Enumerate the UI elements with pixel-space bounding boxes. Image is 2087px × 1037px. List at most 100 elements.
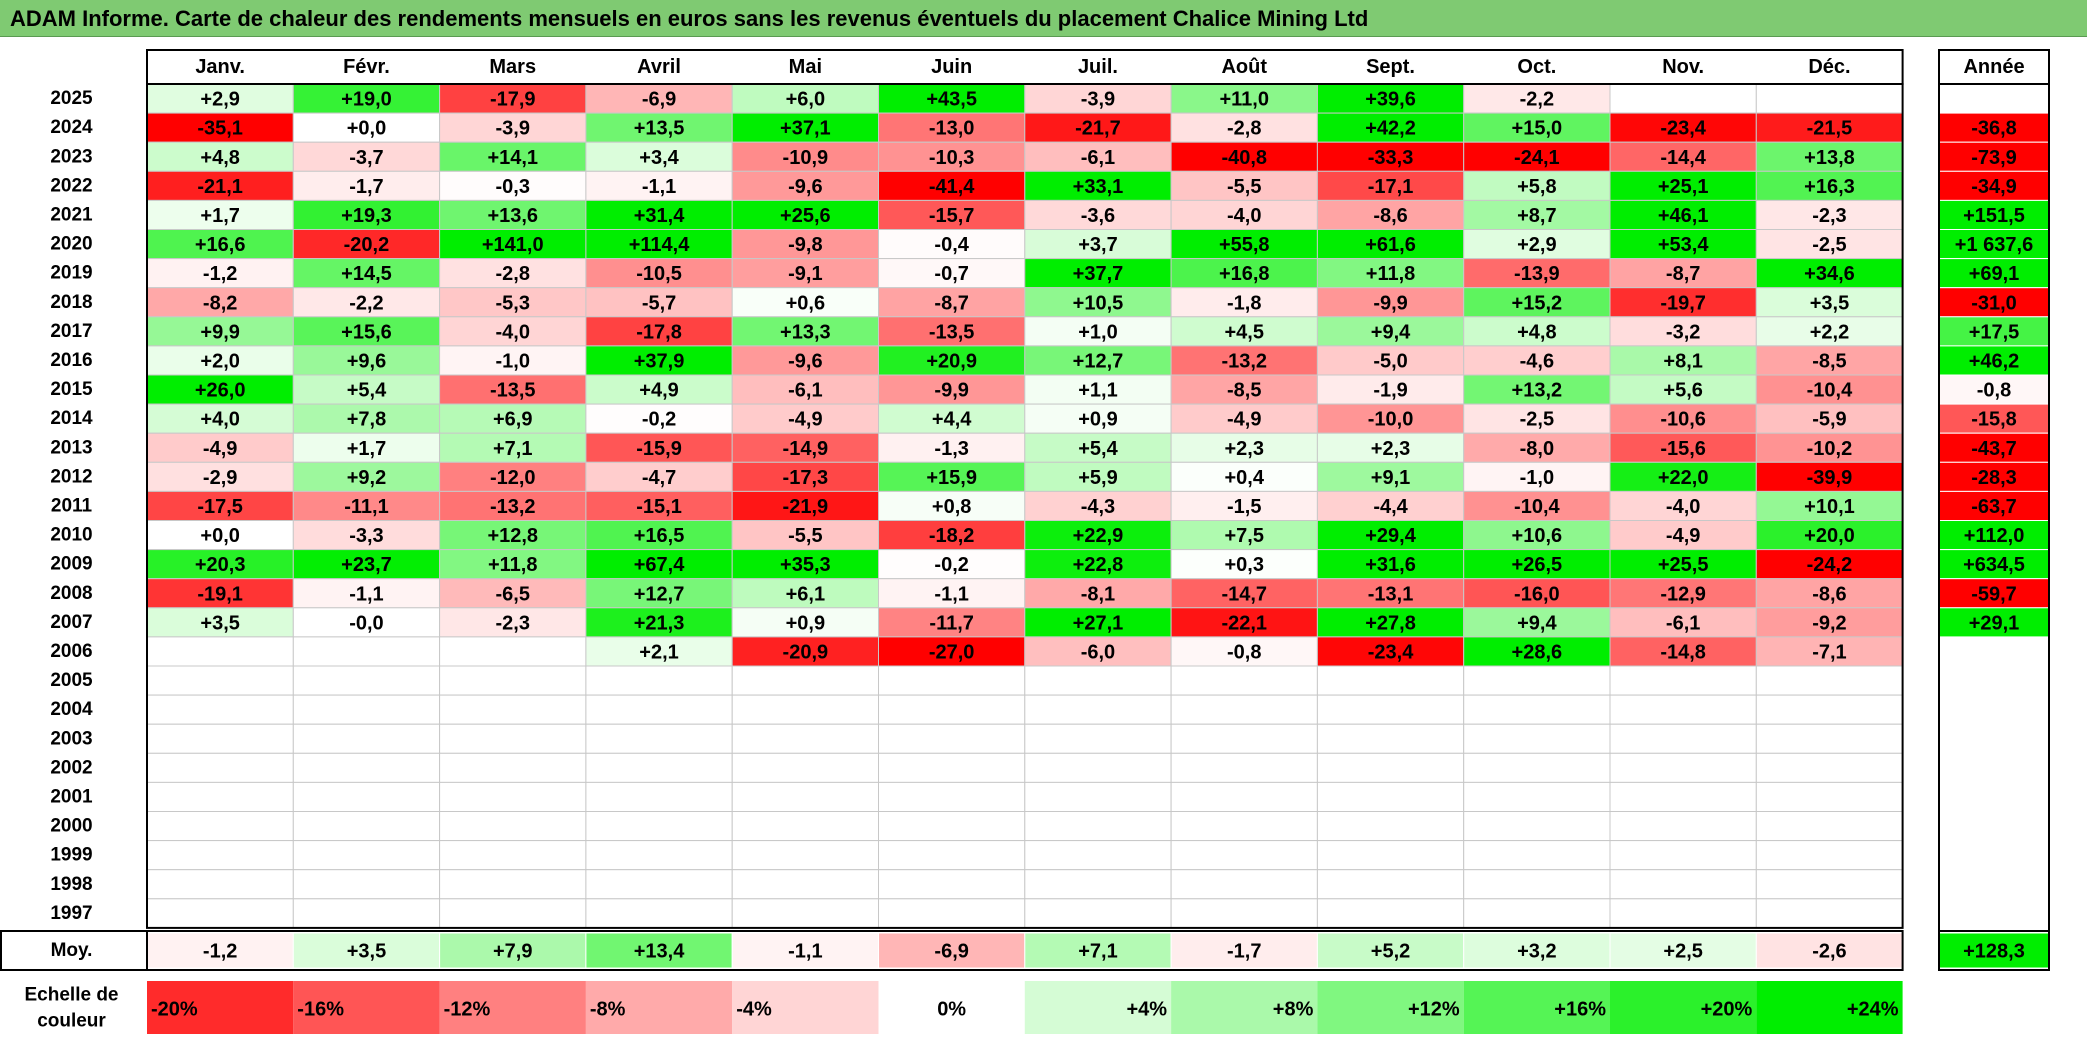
cell-value: +37,1 bbox=[780, 118, 831, 140]
cell-value: +3,4 bbox=[639, 147, 679, 169]
cell-value: -4,4 bbox=[1373, 496, 1408, 518]
heatmap-cell bbox=[1609, 781, 1757, 813]
cell-value: +21,3 bbox=[634, 612, 685, 634]
heatmap-cell bbox=[439, 781, 587, 813]
cell-value: -13,2 bbox=[1221, 350, 1267, 372]
cell-value: -2,5 bbox=[1520, 409, 1554, 431]
cell-value: +55,8 bbox=[1219, 234, 1270, 256]
annual-value: +46,2 bbox=[1969, 350, 2020, 372]
cell-value: +10,6 bbox=[1512, 525, 1563, 547]
heatmap-cell bbox=[439, 607, 587, 638]
heatmap-cell bbox=[1609, 83, 1757, 114]
cell-value: +26,5 bbox=[1512, 554, 1563, 576]
cell-value: -13,5 bbox=[490, 380, 536, 402]
cell-value: -10,5 bbox=[636, 263, 682, 285]
heatmap-cell bbox=[1463, 83, 1611, 114]
cell-value: -6,5 bbox=[496, 583, 530, 605]
heatmap-cell bbox=[292, 432, 441, 463]
heatmap-cell bbox=[1609, 723, 1757, 754]
heatmap-cell bbox=[1755, 83, 1904, 114]
heatmap-cell bbox=[731, 840, 880, 871]
average-cell bbox=[731, 932, 880, 969]
heatmap-cell bbox=[439, 316, 587, 347]
annual-cell bbox=[1939, 753, 2049, 783]
heatmap-cell bbox=[292, 636, 441, 667]
heatmap-cell bbox=[292, 141, 441, 172]
heatmap-cell bbox=[1316, 636, 1465, 667]
annual-value: -34,9 bbox=[1971, 176, 2017, 198]
year-label: 2017 bbox=[50, 321, 92, 342]
heatmap-cell bbox=[292, 461, 441, 492]
cell-value: +13,5 bbox=[634, 118, 685, 140]
cell-value: -20,2 bbox=[344, 234, 390, 256]
heatmap-cell bbox=[731, 781, 880, 813]
cell-value: +8,1 bbox=[1663, 350, 1702, 372]
heatmap-cell bbox=[585, 112, 733, 143]
cell-value: -33,3 bbox=[1368, 147, 1414, 169]
heatmap-cell bbox=[585, 520, 733, 551]
heatmap-cell bbox=[146, 694, 294, 725]
year-label: 2011 bbox=[51, 495, 93, 516]
heatmap-cell bbox=[585, 403, 733, 434]
heatmap-cell bbox=[585, 549, 733, 580]
heatmap-cell bbox=[731, 898, 880, 929]
heatmap-cell bbox=[439, 141, 587, 172]
cell-value: -20,9 bbox=[783, 641, 829, 663]
year-label: 2025 bbox=[50, 88, 93, 109]
average-value: +3,2 bbox=[1517, 941, 1556, 963]
cell-value: -9,8 bbox=[788, 234, 822, 256]
cell-value: -13,9 bbox=[1514, 263, 1560, 285]
cell-value: -0,2 bbox=[642, 409, 676, 431]
heatmap-cell bbox=[1609, 258, 1757, 289]
cell-value: -7,1 bbox=[1812, 641, 1846, 663]
heatmap-cell bbox=[585, 694, 733, 725]
cell-value: +11,8 bbox=[488, 554, 538, 576]
cell-value: -4,0 bbox=[1227, 205, 1261, 227]
annual-cell bbox=[1939, 636, 2049, 666]
scale-value: +12% bbox=[1408, 999, 1460, 1021]
cell-value: +12,7 bbox=[634, 583, 685, 605]
heatmap-cell bbox=[1609, 665, 1757, 696]
cell-value: +0,6 bbox=[786, 292, 825, 314]
cell-value: -23,4 bbox=[1368, 641, 1414, 663]
month-header: Août bbox=[1221, 56, 1267, 78]
heatmap-cell bbox=[585, 578, 733, 609]
cell-value: +114,4 bbox=[629, 234, 691, 256]
heatmap-cell bbox=[731, 869, 880, 900]
heatmap-cell bbox=[1024, 112, 1172, 143]
heatmap-cell bbox=[146, 869, 294, 900]
heatmap-cell bbox=[439, 723, 587, 754]
heatmap-cell bbox=[1316, 723, 1465, 754]
cell-value: +15,0 bbox=[1512, 118, 1563, 140]
cell-value: +11,0 bbox=[1219, 89, 1269, 111]
annual-value: -73,9 bbox=[1971, 147, 2017, 169]
cell-value: +0,3 bbox=[1225, 554, 1264, 576]
heatmap-cell bbox=[146, 345, 294, 376]
grid-border bbox=[146, 83, 1904, 929]
heatmap-cell bbox=[585, 811, 733, 842]
cell-value: +4,8 bbox=[1517, 321, 1556, 343]
cell-value: -15,6 bbox=[1660, 438, 1706, 460]
heatmap-cell bbox=[1609, 112, 1757, 143]
heatmap-cell bbox=[1463, 199, 1611, 230]
cell-value: +0,9 bbox=[786, 612, 825, 634]
heatmap-cell bbox=[146, 549, 294, 580]
average-border bbox=[0, 930, 1904, 971]
heatmap-cell bbox=[1463, 811, 1611, 842]
heatmap-cell bbox=[1024, 665, 1172, 696]
year-label: 2007 bbox=[50, 612, 92, 633]
month-header: Juin bbox=[931, 56, 972, 78]
cell-value: +9,9 bbox=[200, 321, 239, 343]
cell-value: +35,3 bbox=[780, 554, 831, 576]
cell-value: -10,9 bbox=[783, 147, 829, 169]
heatmap-cell bbox=[878, 316, 1026, 347]
average-value: -1,7 bbox=[1227, 941, 1261, 963]
cell-value: +6,0 bbox=[786, 89, 825, 111]
annual-cell bbox=[1938, 578, 2050, 609]
year-label: 2018 bbox=[50, 292, 92, 313]
cell-value: +1,7 bbox=[347, 438, 386, 460]
cell-value: -13,2 bbox=[490, 496, 536, 518]
cell-value: -0,8 bbox=[1227, 641, 1261, 663]
heatmap-cell bbox=[731, 374, 880, 405]
cell-value: +15,9 bbox=[926, 467, 977, 489]
